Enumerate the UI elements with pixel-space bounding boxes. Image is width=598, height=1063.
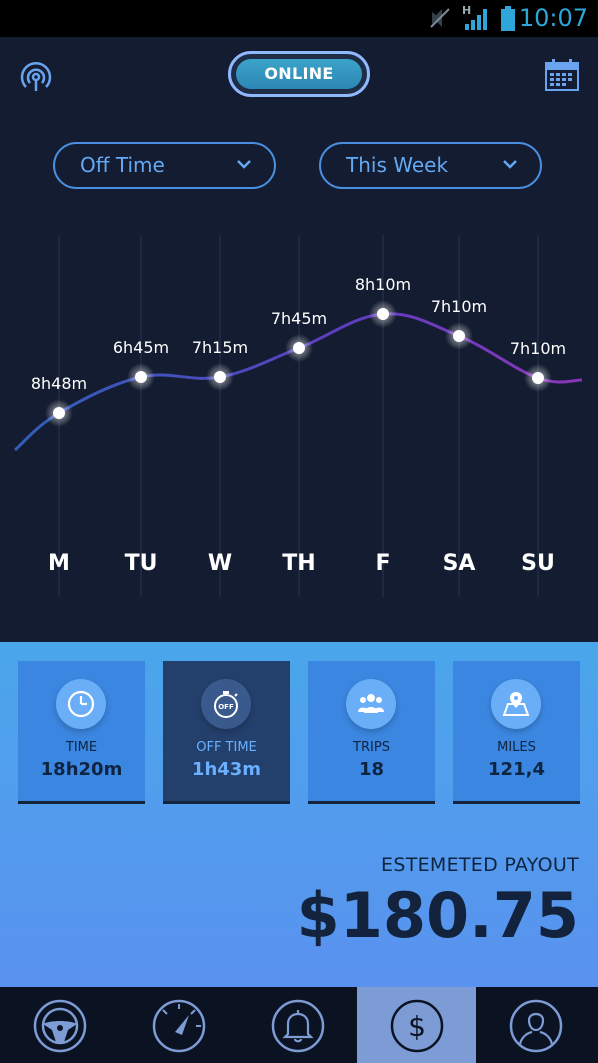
data-point[interactable] — [453, 330, 465, 342]
people-icon — [358, 694, 384, 713]
nav-item-notifications[interactable] — [238, 987, 357, 1063]
top-bar: ONLINE — [0, 37, 598, 117]
nav-item-earnings[interactable]: $ — [357, 987, 476, 1063]
stat-label: MILES — [497, 740, 536, 755]
stat-card-trips[interactable]: TRIPS 18 — [308, 661, 435, 804]
x-tick-label: M — [48, 551, 70, 576]
nav-item-profile[interactable] — [476, 987, 595, 1063]
speedometer-icon — [152, 999, 206, 1053]
chevron-down-icon — [237, 160, 251, 169]
nav-item-drive[interactable] — [0, 987, 119, 1063]
mute-icon — [430, 8, 450, 28]
period-dropdown-value: This Week — [346, 153, 449, 177]
stat-value: 121,4 — [488, 759, 545, 780]
calendar-icon[interactable] — [545, 59, 579, 91]
stat-card-time[interactable]: TIME 18h20m — [18, 661, 145, 804]
stat-label: OFF TIME — [196, 740, 257, 755]
line-chart: 8h48m 6h45m 7h15m 7h45m 8h10m 7h10m 7h10m M TU W… — [14, 235, 583, 597]
data-point[interactable] — [53, 407, 65, 419]
data-point[interactable] — [135, 371, 147, 383]
off-icon-text: OFF — [218, 703, 234, 711]
x-tick-label: TU — [125, 551, 158, 576]
bell-icon — [271, 999, 325, 1053]
stat-value: 18 — [358, 759, 385, 780]
stopwatch-off-icon: OFF — [214, 691, 238, 718]
user-icon — [509, 999, 563, 1053]
stat-label: TRIPS — [353, 740, 390, 755]
data-point[interactable] — [293, 342, 305, 354]
chevron-down-icon — [503, 160, 517, 169]
broadcast-icon[interactable] — [20, 61, 52, 93]
data-point[interactable] — [532, 372, 544, 384]
svg-text:$: $ — [408, 1010, 426, 1043]
dollar-icon: $ — [390, 999, 444, 1053]
off-time-chart: 8h48m 6h45m 7h15m 7h45m 8h10m 7h10m 7h10m M TU W… — [0, 225, 598, 605]
data-point[interactable] — [214, 371, 226, 383]
data-label: 7h15m — [192, 338, 248, 357]
stat-value: 1h43m — [191, 759, 262, 780]
data-label: 6h45m — [113, 338, 169, 357]
status-bar: H 10:07 — [0, 0, 598, 37]
x-tick-label: TH — [282, 551, 315, 576]
data-point[interactable] — [377, 308, 389, 320]
stat-icon-circle: OFF — [201, 679, 251, 729]
stat-label: TIME — [65, 740, 98, 755]
stat-icon-circle — [56, 679, 106, 729]
data-label: 7h45m — [271, 309, 327, 328]
stat-card-miles[interactable]: MILES 121,4 — [453, 661, 580, 804]
x-tick-label: SU — [521, 551, 555, 576]
x-tick-label: W — [208, 551, 232, 576]
x-tick-label: SA — [443, 551, 476, 576]
stat-card-off-time[interactable]: OFF OFF TIME 1h43m — [163, 661, 290, 804]
data-label: 7h10m — [431, 297, 487, 316]
x-tick-label: F — [375, 551, 390, 576]
metric-dropdown-value: Off Time — [80, 153, 165, 177]
battery-icon — [501, 6, 515, 31]
signal-icon — [465, 9, 487, 30]
data-label: 8h48m — [31, 374, 87, 393]
online-toggle-button[interactable]: ONLINE — [228, 51, 370, 97]
payout-label: ESTEMETED PAYOUT — [381, 854, 579, 876]
stat-icon-circle — [346, 679, 396, 729]
payout-value: $180.75 — [296, 879, 579, 952]
online-label: ONLINE — [236, 59, 362, 89]
data-label: 8h10m — [355, 275, 411, 294]
network-type-label: H — [462, 4, 472, 17]
steering-wheel-icon — [33, 999, 87, 1053]
bottom-nav: $ — [0, 987, 598, 1063]
data-label: 7h10m — [510, 339, 566, 358]
status-time: 10:07 — [518, 4, 588, 32]
clock-icon — [67, 690, 95, 718]
stat-icon-circle — [491, 679, 541, 729]
nav-item-stats[interactable] — [119, 987, 238, 1063]
map-pin-icon — [502, 692, 530, 716]
stats-panel: TIME 18h20m OFF OFF TIME 1h43m — [0, 642, 598, 987]
metric-dropdown[interactable]: Off Time — [53, 142, 276, 189]
stat-value: 18h20m — [40, 759, 123, 780]
period-dropdown[interactable]: This Week — [319, 142, 542, 189]
